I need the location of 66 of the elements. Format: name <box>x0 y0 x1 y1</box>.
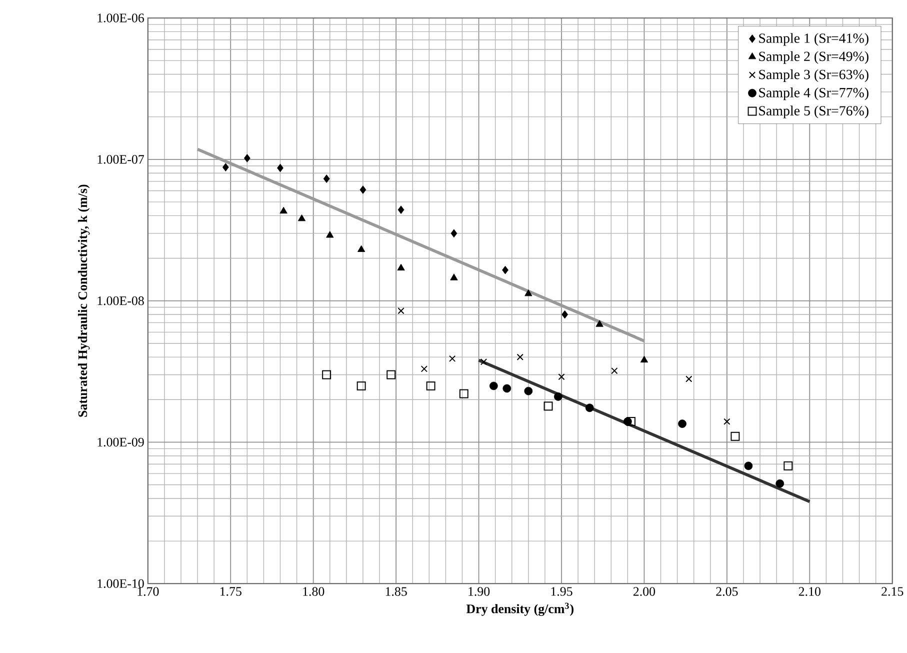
point <box>678 420 686 428</box>
x-axis-title: Dry density (g/cm$^{3}$) <box>466 602 574 616</box>
legend-label: Sample 3 (Sr=63%) <box>759 70 868 82</box>
point <box>502 266 508 274</box>
x-tick-label: 1.70 <box>138 587 159 596</box>
point <box>489 382 498 390</box>
point <box>544 402 553 411</box>
point <box>524 387 533 396</box>
point <box>244 154 250 163</box>
point <box>450 274 458 281</box>
point <box>516 354 524 361</box>
x-tick-label: 1.80 <box>303 587 324 596</box>
point <box>298 214 306 222</box>
point <box>459 390 468 398</box>
legend-label: Sample 4 (Sr=77%) <box>759 88 868 100</box>
point <box>585 404 594 412</box>
point <box>686 376 692 383</box>
point <box>480 358 488 366</box>
point <box>596 320 604 328</box>
point <box>640 356 648 363</box>
point <box>524 290 532 296</box>
point <box>626 417 636 426</box>
point <box>326 231 334 238</box>
legend-label: Sample 2 (Sr=49%) <box>759 51 868 64</box>
point <box>558 374 565 380</box>
point <box>502 384 512 393</box>
y-tick-label: 1.00E-07 <box>98 155 144 164</box>
point <box>776 480 784 488</box>
point <box>398 308 404 314</box>
point <box>562 310 568 319</box>
point <box>357 246 366 252</box>
x-tick-label: 1.90 <box>468 587 490 596</box>
point <box>450 229 458 238</box>
point <box>724 418 730 426</box>
point <box>426 382 436 391</box>
point <box>222 163 229 172</box>
point <box>784 462 793 471</box>
x-tick-label: 2.10 <box>798 587 820 596</box>
point <box>360 186 366 194</box>
point <box>277 164 284 172</box>
x-tick-label: 1.75 <box>220 587 242 596</box>
x-tick-label: 2.05 <box>716 587 738 596</box>
x-tick-label: 1.85 <box>386 587 407 596</box>
point <box>730 432 740 442</box>
y-tick-label: 1.00E-10 <box>98 579 144 588</box>
point <box>397 264 405 271</box>
point <box>356 382 366 391</box>
point <box>386 370 396 380</box>
y-tick-label: 1.00E-09 <box>98 438 144 447</box>
point <box>398 206 404 214</box>
legend-label: Sample 1 (Sr=41%) <box>759 33 868 46</box>
y-tick-label: 1.00E-08 <box>98 296 144 306</box>
point <box>322 370 332 380</box>
point <box>448 356 456 362</box>
x-tick-label: 1.95 <box>551 587 572 596</box>
point <box>611 368 618 374</box>
y-tick-label: 1.00E-06 <box>98 14 144 23</box>
x-tick-label: 2.00 <box>633 587 656 596</box>
point <box>323 174 330 184</box>
point <box>280 207 288 214</box>
y-axis-title: Saturated Hydraulic Conductivity, k (m/s) <box>78 184 90 418</box>
point <box>744 462 753 470</box>
legend-label: Sample 5 (Sr=76%) <box>759 106 868 119</box>
x-tick-label: 2.15 <box>882 587 904 596</box>
point <box>554 392 562 402</box>
point <box>420 366 428 372</box>
